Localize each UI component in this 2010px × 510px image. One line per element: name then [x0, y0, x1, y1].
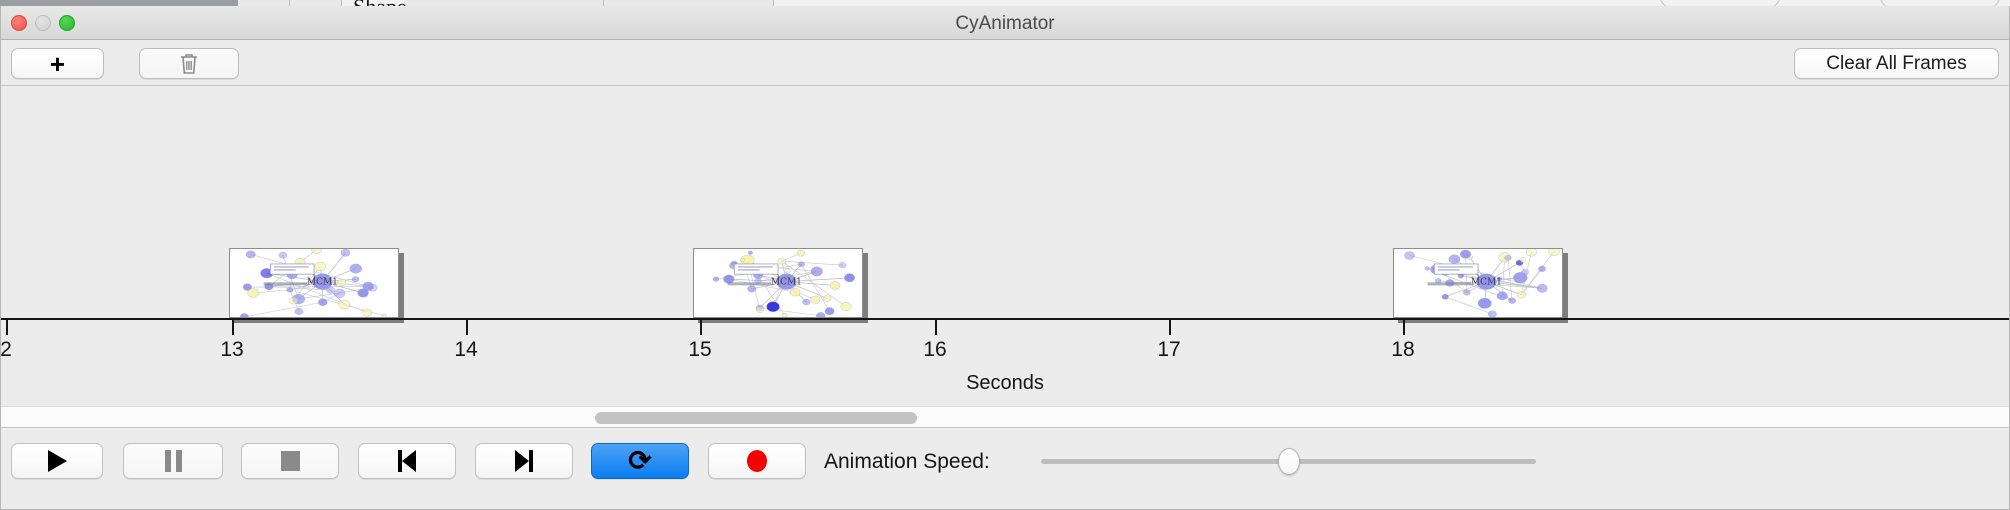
- svg-text:MCM1: MCM1: [1471, 278, 1502, 288]
- timeline-axis: [1, 318, 2009, 320]
- animation-speed-label: Animation Speed:: [824, 450, 990, 473]
- axis-tick: [6, 320, 8, 335]
- frame-network-thumbnail: MCM1: [694, 249, 862, 317]
- axis-tick-label: 14: [454, 338, 478, 361]
- timeline-panel[interactable]: MCM1 MCM1 MCM1 2 13 14 15 16 17 18 Seconds: [0, 86, 2009, 406]
- axis-tick: [1169, 320, 1171, 335]
- timeline-frame[interactable]: MCM1: [229, 248, 399, 318]
- svg-text:MCM1: MCM1: [771, 278, 802, 288]
- add-frame-button[interactable]: +: [11, 48, 104, 79]
- timeline-frame[interactable]: MCM1: [693, 248, 863, 318]
- skip-to-end-button[interactable]: [475, 443, 573, 479]
- window-title: CyAnimator: [955, 13, 1055, 34]
- axis-tick-label: 18: [1391, 338, 1415, 361]
- clear-all-frames-label: Clear All Frames: [1826, 52, 1967, 74]
- timeline-scrollbar-thumb[interactable]: [595, 412, 917, 424]
- record-button[interactable]: [708, 443, 806, 479]
- axis-tick-label: 2: [0, 338, 12, 361]
- axis-tick-label: 16: [923, 338, 947, 361]
- maximize-button[interactable]: [59, 15, 75, 31]
- title-bar: CyAnimator: [1, 6, 2009, 40]
- playback-controls: ⟳ Animation Speed:: [1, 428, 2009, 494]
- stop-icon: [280, 451, 300, 471]
- delete-frame-button[interactable]: [139, 48, 239, 79]
- axis-tick: [466, 320, 468, 335]
- loop-icon: ⟳: [628, 445, 652, 476]
- axis-title: Seconds: [966, 372, 1044, 394]
- timeline-scrollbar[interactable]: [1, 406, 2009, 428]
- svg-text:MCM1: MCM1: [307, 278, 338, 288]
- plus-icon: +: [49, 48, 66, 79]
- axis-tick-label: 15: [688, 338, 712, 361]
- play-button[interactable]: [11, 443, 103, 479]
- frame-network-thumbnail: MCM1: [230, 249, 398, 317]
- skip-to-start-button[interactable]: [358, 443, 456, 479]
- timeline-frame[interactable]: MCM1: [1393, 248, 1563, 318]
- stop-button[interactable]: [241, 443, 339, 479]
- skip-forward-icon: [515, 450, 533, 472]
- window-controls: [11, 15, 75, 31]
- loop-button[interactable]: ⟳: [591, 443, 689, 479]
- axis-tick: [700, 320, 702, 335]
- frame-toolbar: + Clear All Frames: [1, 40, 2009, 86]
- record-icon: [747, 450, 767, 472]
- pause-button[interactable]: [123, 443, 223, 479]
- play-icon: [47, 450, 67, 472]
- skip-back-icon: [398, 450, 416, 472]
- axis-tick: [1403, 320, 1405, 335]
- close-button[interactable]: [11, 15, 27, 31]
- axis-tick: [935, 320, 937, 335]
- frame-network-thumbnail: MCM1: [1394, 249, 1562, 317]
- animation-speed-slider[interactable]: [1041, 448, 1536, 475]
- clear-all-frames-button[interactable]: Clear All Frames: [1794, 48, 1999, 79]
- axis-tick-label: 17: [1157, 338, 1181, 361]
- animation-speed-slider-thumb[interactable]: [1277, 448, 1300, 475]
- cyanimator-window: CyAnimator + Clear All Frames MCM1 MCM1: [0, 6, 2010, 510]
- trash-icon: [179, 52, 199, 76]
- minimize-button[interactable]: [35, 15, 51, 31]
- axis-tick: [232, 320, 234, 335]
- axis-tick-label: 13: [220, 338, 244, 361]
- pause-icon: [164, 450, 182, 472]
